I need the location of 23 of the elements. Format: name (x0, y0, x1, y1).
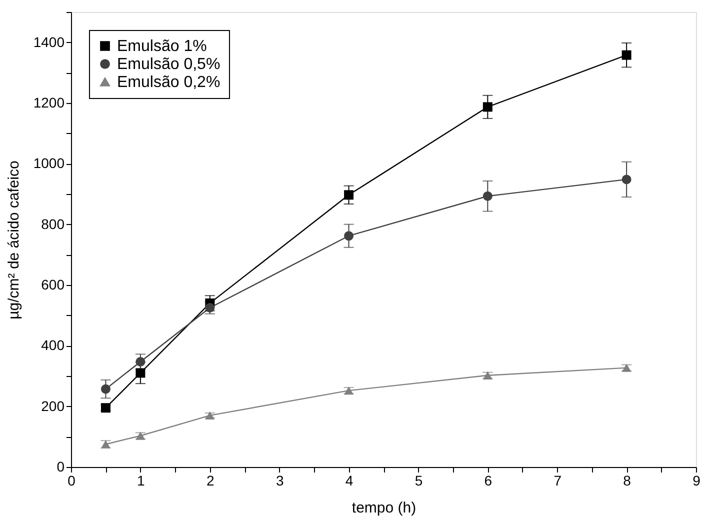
x-tick-label: 3 (276, 472, 284, 488)
x-tick-label: 1 (137, 472, 146, 488)
y-tick-label: 200 (41, 398, 65, 414)
y-tick-label: 0 (56, 458, 65, 474)
x-tick-label: 7 (554, 472, 562, 488)
x-tick-label: 5 (414, 472, 423, 488)
y-tick-label: 1400 (33, 34, 65, 50)
legend-label: Emulsão 0,5% (117, 56, 220, 73)
legend-label: Emulsão 0,2% (117, 74, 220, 91)
x-tick-label: 0 (68, 472, 76, 488)
y-tick-label: 400 (41, 337, 65, 354)
y-tick-label: 600 (41, 276, 65, 292)
x-axis-title: tempo (h) (352, 500, 416, 516)
y-tick-label: 1200 (33, 94, 65, 110)
x-tick-label: 8 (623, 472, 632, 488)
y-tick-label: 1000 (33, 155, 65, 172)
x-tick-label: 2 (206, 472, 214, 488)
y-axis-title: µg/cm² de ácido cafeico (5, 160, 22, 320)
x-tick-label: 9 (692, 472, 701, 488)
y-tick-label: 800 (41, 216, 65, 232)
x-tick-label: 6 (484, 472, 492, 488)
x-tick-label: 4 (345, 472, 354, 488)
legend-label: Emulsão 1% (117, 38, 207, 55)
